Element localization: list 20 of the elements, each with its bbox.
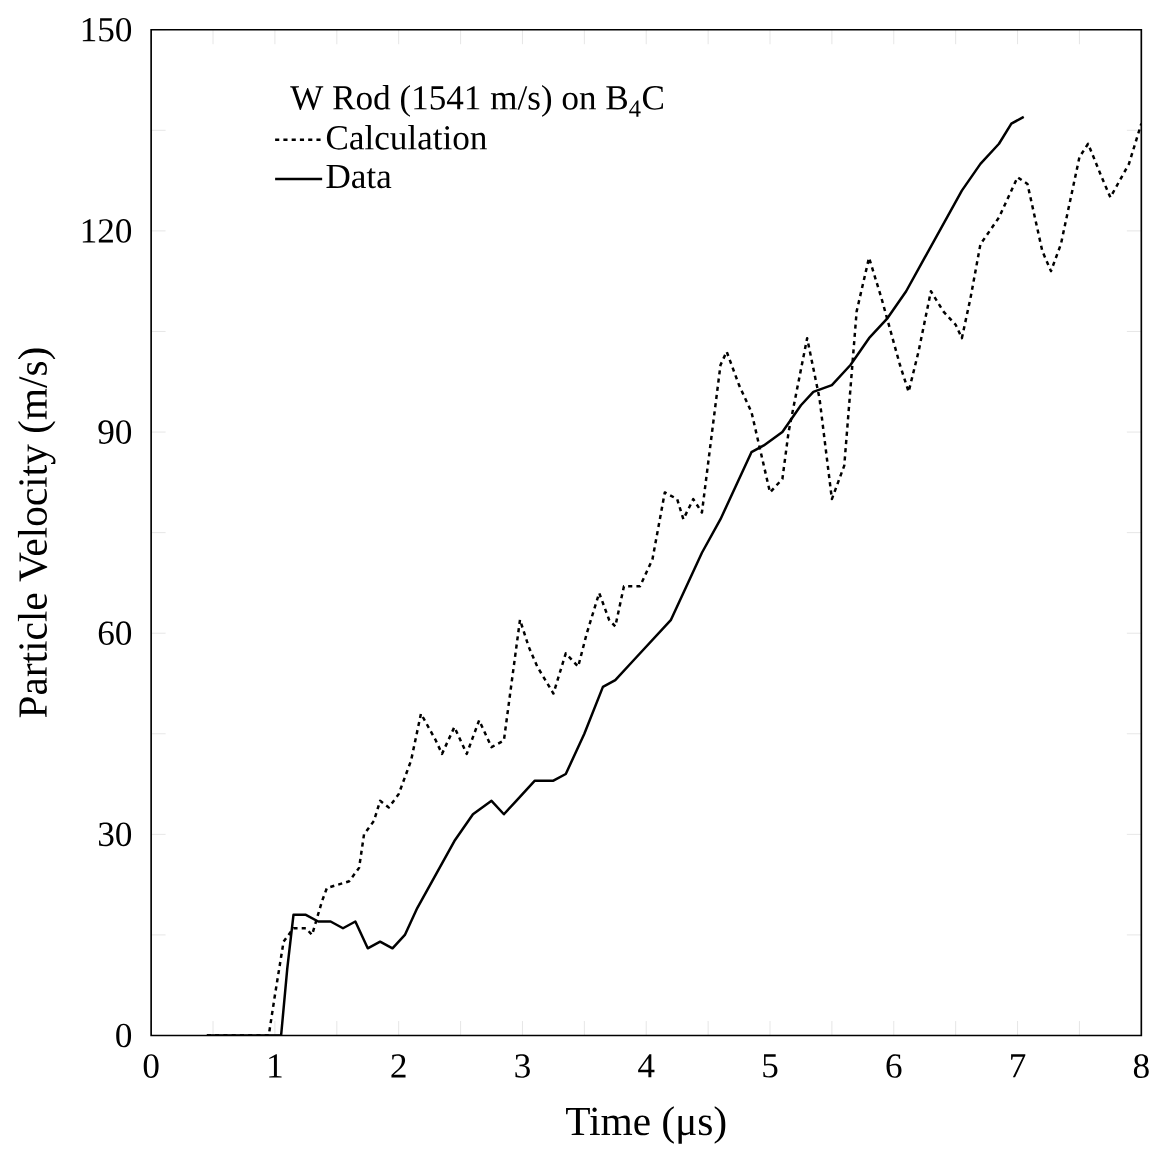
legend-title: W Rod (1541 m/s) on B$_{4}$C — [290, 85, 663, 117]
x-tick-label: 7 — [1011, 1054, 1026, 1078]
y-tick-label: 30 — [98, 822, 132, 847]
x-tick-label: 8 — [1133, 1054, 1149, 1079]
y-axis-title: Particle Velocity (m/s) — [17, 348, 56, 718]
y-tick-label: 150 — [82, 18, 132, 42]
y-tick-label: 90 — [98, 420, 132, 445]
x-tick-label: 2 — [391, 1054, 406, 1078]
legend-label: Calculation — [326, 125, 487, 150]
x-tick-label: 6 — [886, 1054, 902, 1078]
legend-label: Data — [326, 165, 392, 189]
x-tick-label: 4 — [638, 1054, 655, 1078]
y-tick-label: 60 — [98, 621, 132, 646]
y-tick-label: 0 — [116, 1023, 132, 1048]
y-tick-label: 120 — [82, 219, 132, 243]
x-axis-title: Time (μs) — [566, 1106, 726, 1144]
x-tick-label: 3 — [515, 1054, 530, 1078]
x-tick-label: 5 — [763, 1054, 778, 1078]
x-tick-label: 1 — [269, 1054, 282, 1078]
x-tick-label: 0 — [143, 1054, 159, 1079]
